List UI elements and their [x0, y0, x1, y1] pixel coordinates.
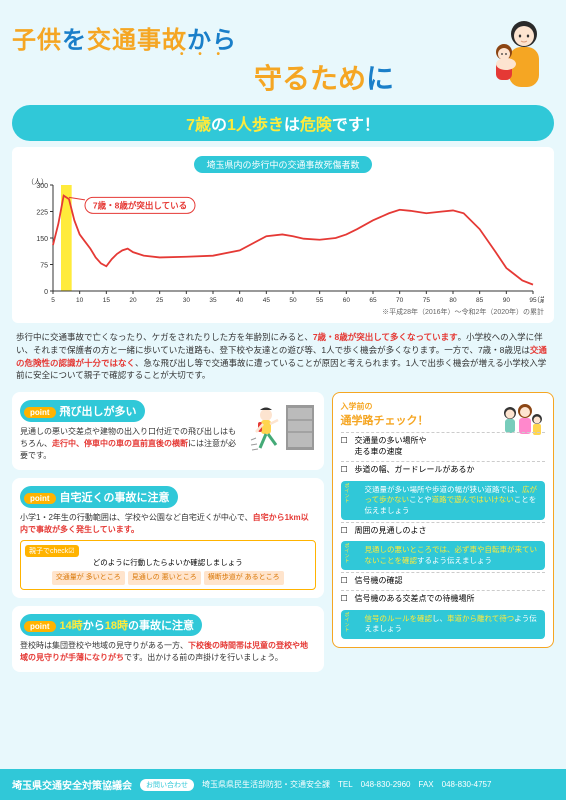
- check-header: どのように行動したらよいか確認しましょう: [25, 557, 311, 568]
- svg-text:45: 45: [263, 297, 271, 304]
- svg-text:30: 30: [183, 297, 191, 304]
- checklist-item: 信号機の確認: [341, 572, 546, 588]
- accident-chart: 075150225300（人）5101520253035404550556065…: [22, 177, 544, 307]
- point-title: point14時から18時の事故に注意: [20, 614, 202, 636]
- svg-text:70: 70: [396, 297, 404, 304]
- point-2: point自宅近くの事故に注意 小学1・2年生の行動範囲は、学校や公園など自宅近…: [12, 478, 324, 598]
- boy-running-illustration: [246, 400, 316, 460]
- points-column: point飛び出しが多い 見通しの悪い交差点や建物の出入り口付近での飛び出しはも…: [12, 392, 324, 680]
- footer: 埼玉県交通安全対策協議会 お問い合わせ 埼玉県県民生活部防犯・交通安全課 TEL…: [0, 769, 566, 800]
- title-line1: 子供を交通事故から: [12, 20, 474, 55]
- svg-text:75: 75: [423, 297, 431, 304]
- point-title: point自宅近くの事故に注意: [20, 486, 178, 508]
- svg-text:35: 35: [209, 297, 217, 304]
- checklist-item: 歩道の幅、ガードレールがあるか: [341, 461, 546, 477]
- svg-text:（歳）: （歳）: [533, 295, 544, 304]
- checklist-point: 交通量が多い場所や歩道の幅が狭い道路では、広がって歩かないことや道路で遊んではい…: [341, 481, 546, 521]
- body-text: 歩行中に交通事故で亡くなったり、ケガをされたりした方を年齢別にみると、7歳・8歳…: [12, 331, 554, 382]
- svg-text:7歳・8歳が突出している: 7歳・8歳が突出している: [93, 200, 187, 210]
- tel: 048-830-2960: [361, 780, 411, 789]
- svg-text:65: 65: [369, 297, 377, 304]
- checklist-column: 入学前の 通学路チェック！ 交通量の多い場所や走る車の速度歩道の幅、ガードレール…: [332, 392, 555, 680]
- point-3: point14時から18時の事故に注意 登校時は集団登校や地域の見守りがある一方…: [12, 606, 324, 672]
- svg-text:（人）: （人）: [27, 178, 48, 186]
- svg-text:55: 55: [316, 297, 324, 304]
- check-item: 横断歩道が あるところ: [204, 571, 284, 585]
- check-item: 交通量が 多いところ: [52, 571, 125, 585]
- point-body: 登校時は集団登校や地域の見守りがある一方、下校後の時間帯は児童の登校や地域の見守…: [20, 640, 316, 664]
- svg-text:25: 25: [156, 297, 164, 304]
- check-items: 交通量が 多いところ 見通しの 悪いところ 横断歩道が あるところ: [25, 571, 311, 585]
- svg-text:60: 60: [343, 297, 351, 304]
- svg-text:40: 40: [236, 297, 244, 304]
- checklist-point: 見通しの悪いところでは、必ず車や自転車が来ていないことを確認するよう伝えましょう: [341, 541, 546, 570]
- svg-text:50: 50: [289, 297, 297, 304]
- fax: 048-830-4757: [442, 780, 492, 789]
- svg-text:225: 225: [36, 210, 48, 217]
- fax-label: FAX: [419, 780, 434, 789]
- checklist-point: 信号のルールを確認し、車道から離れて待つよう伝えましょう: [341, 610, 546, 639]
- svg-text:10: 10: [76, 297, 84, 304]
- chart-title: 埼玉県内の歩行中の交通事故死傷者数: [194, 156, 371, 173]
- svg-text:90: 90: [503, 297, 511, 304]
- point-1: point飛び出しが多い 見通しの悪い交差点や建物の出入り口付近での飛び出しはも…: [12, 392, 324, 470]
- title-line2: 守るために: [12, 53, 474, 97]
- contact-dept: 埼玉県県民生活部防犯・交通安全課: [202, 779, 330, 790]
- checklist-item: 交通量の多い場所や走る車の速度: [341, 432, 546, 459]
- checklist-item: 信号機のある交差点での待機場所: [341, 590, 546, 606]
- chart-container: 埼玉県内の歩行中の交通事故死傷者数 075150225300（人）5101520…: [12, 147, 554, 323]
- mother-child-illustration: [474, 12, 554, 92]
- svg-text:5: 5: [51, 297, 55, 304]
- chart-note: ※平成28年（2016年）〜令和2年（2020年）の累計: [22, 307, 544, 317]
- checklist-item: 周囲の見通しのよさ: [341, 522, 546, 538]
- point-body: 小学1・2年生の行動範囲は、学校や公園など自宅近くが中心で、自宅から1km以内で…: [20, 512, 316, 536]
- svg-text:15: 15: [103, 297, 111, 304]
- title-area: 子供を交通事故から 守るために: [12, 12, 554, 97]
- point-title: point飛び出しが多い: [20, 400, 145, 422]
- checklist-box: 入学前の 通学路チェック！ 交通量の多い場所や走る車の速度歩道の幅、ガードレール…: [332, 392, 555, 648]
- parent-child-check: 親子でcheck☑ どのように行動したらよいか確認しましょう 交通量が 多いとこ…: [20, 540, 316, 590]
- tel-label: TEL: [338, 780, 353, 789]
- check-label: 親子でcheck☑: [25, 545, 79, 557]
- svg-text:75: 75: [40, 263, 48, 270]
- check-item: 見通しの 悪いところ: [128, 571, 201, 585]
- svg-text:80: 80: [449, 297, 457, 304]
- danger-banner: 7歳の1人歩きは危険です！: [12, 105, 554, 141]
- svg-text:85: 85: [476, 297, 484, 304]
- contact-label: お問い合わせ: [140, 779, 194, 791]
- svg-text:20: 20: [129, 297, 137, 304]
- svg-text:150: 150: [36, 236, 48, 243]
- footer-org: 埼玉県交通安全対策協議会: [12, 777, 132, 792]
- svg-text:0: 0: [44, 289, 48, 296]
